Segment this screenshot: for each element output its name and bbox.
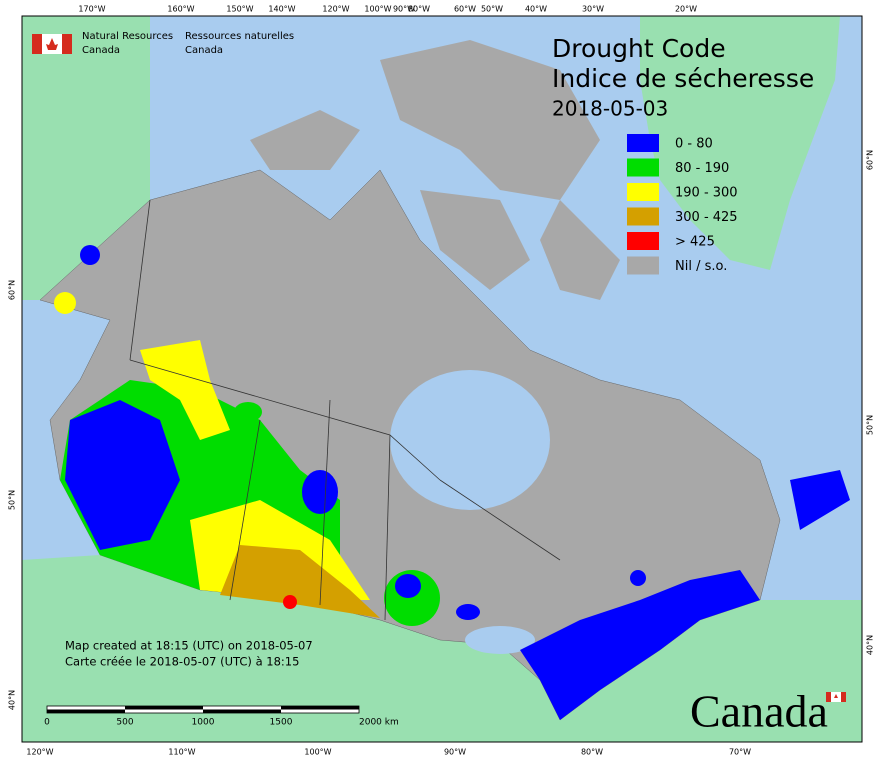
- island: [540, 200, 620, 300]
- zone: [302, 470, 338, 514]
- graticule-label: 90°W: [444, 748, 466, 757]
- zone: [630, 570, 646, 586]
- zone: [234, 402, 262, 422]
- drought-zones: [54, 245, 760, 720]
- graticule-label: 80°W: [408, 5, 430, 14]
- legend-label: 0 - 80: [675, 137, 713, 152]
- nrcan-flag: [32, 34, 72, 54]
- scale-label: 0: [44, 718, 50, 728]
- wordmark: Canada: [690, 686, 828, 737]
- legend-swatch: [627, 158, 659, 177]
- hudson-bay: [390, 370, 550, 510]
- zone: [65, 400, 180, 550]
- graticule-label: 100°W: [364, 5, 391, 14]
- graticule-label: 60°N: [866, 150, 875, 170]
- scale-label: 1000: [192, 718, 215, 728]
- scale-label: 500: [116, 718, 133, 728]
- zone: [520, 570, 760, 720]
- legend-label: > 425: [675, 235, 715, 250]
- graticule-label: 20°W: [675, 5, 697, 14]
- graticule-label: 150°W: [226, 5, 253, 14]
- graticule-label: 160°W: [167, 5, 194, 14]
- island: [420, 190, 530, 290]
- graticule-label: 90°W: [393, 5, 415, 14]
- graticule-label: 40°N: [866, 635, 875, 655]
- island: [250, 110, 360, 170]
- legend-label: 80 - 190: [675, 161, 729, 176]
- graticule-label: 40°W: [525, 5, 547, 14]
- graticule-label: 50°N: [8, 490, 17, 510]
- graticule-label: 70°W: [729, 748, 751, 757]
- note: Map created at 18:15 (UTC) on 2018-05-07: [65, 639, 313, 653]
- org-fr: Ressources naturelles: [185, 31, 294, 42]
- frame: [21, 15, 863, 743]
- graticule-label: 100°W: [304, 748, 331, 757]
- graticule-label: 170°W: [78, 5, 105, 14]
- graticule-label: 110°W: [168, 748, 195, 757]
- zone: [220, 545, 380, 618]
- usa: [22, 555, 862, 742]
- legend-swatch: [627, 207, 659, 226]
- zone: [456, 604, 480, 620]
- title: Indice de sécheresse: [552, 64, 814, 93]
- borders: [129, 199, 561, 621]
- date: 2018-05-03: [552, 97, 668, 121]
- graticule-label: 60°W: [454, 5, 476, 14]
- zone: [140, 340, 230, 440]
- scale-label: 1500: [270, 718, 293, 728]
- graticule-label: 30°W: [582, 5, 604, 14]
- basemap: [22, 16, 862, 742]
- legend-label: Nil / s.o.: [675, 259, 727, 274]
- legend-label: 300 - 425: [675, 210, 738, 225]
- legend-label: 190 - 300: [675, 186, 738, 201]
- legend-swatch: [627, 232, 659, 250]
- note: Carte créée le 2018-05-07 (UTC) à 18:15: [65, 655, 299, 669]
- graticule-label: 80°W: [581, 748, 603, 757]
- graticule-label: 140°W: [268, 5, 295, 14]
- lake: [465, 626, 535, 654]
- org-fr: Canada: [185, 45, 223, 56]
- graticule-label: 120°W: [26, 748, 53, 757]
- legend-swatch: [627, 134, 659, 152]
- wordmark-flag: [826, 692, 846, 702]
- graticule-label: 120°W: [322, 5, 349, 14]
- zone: [54, 292, 76, 314]
- newfoundland: [790, 470, 850, 530]
- zone: [80, 245, 100, 265]
- greenland: [640, 16, 840, 270]
- title: Drought Code: [552, 34, 726, 63]
- scale-label: 2000 km: [359, 718, 399, 728]
- graticule-label: 50°W: [481, 5, 503, 14]
- graticule-label: 50°N: [866, 415, 875, 435]
- graticule-label: 60°N: [8, 280, 17, 300]
- graticule-label: 40°N: [8, 690, 17, 710]
- legend-swatch: [627, 256, 659, 275]
- zone: [395, 574, 421, 598]
- island: [380, 40, 600, 200]
- legend-swatch: [627, 183, 659, 201]
- org-en: Natural Resources: [82, 31, 173, 42]
- zone: [283, 595, 297, 609]
- scale-bar: [46, 705, 360, 714]
- org-en: Canada: [82, 45, 120, 56]
